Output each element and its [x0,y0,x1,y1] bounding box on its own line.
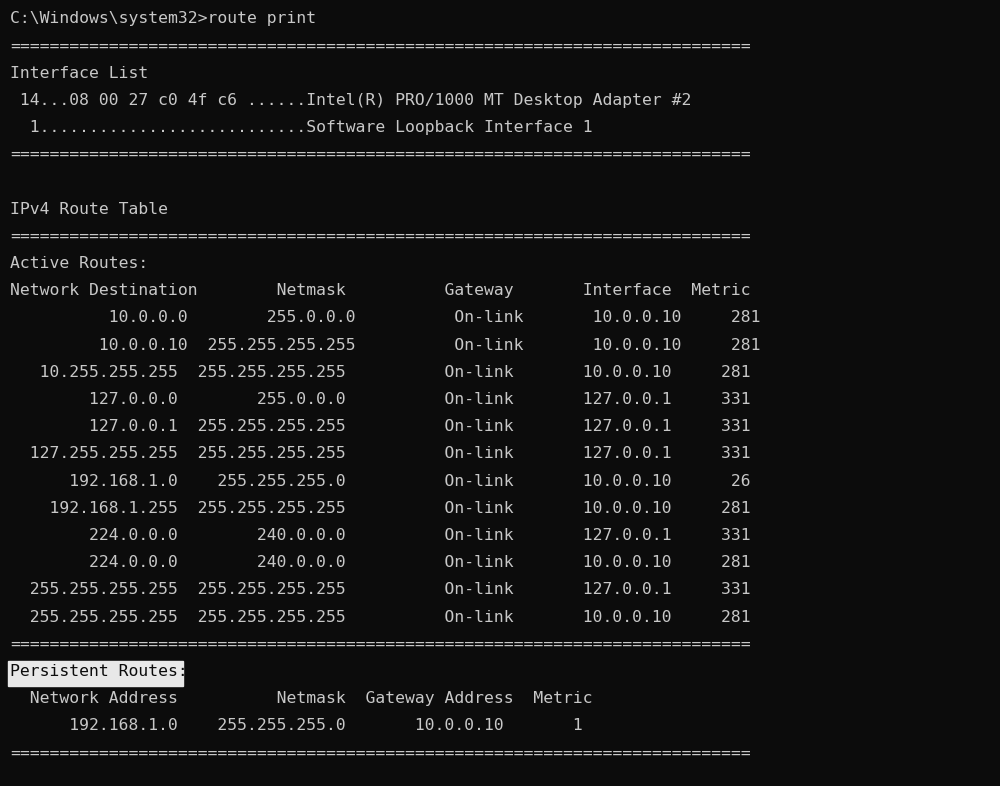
Text: 127.0.0.1  255.255.255.255          On-link       127.0.0.1     331: 127.0.0.1 255.255.255.255 On-link 127.0.… [10,419,751,434]
Text: C:\Windows\system32>route print: C:\Windows\system32>route print [10,11,316,26]
Text: 127.0.0.0        255.0.0.0          On-link       127.0.0.1     331: 127.0.0.0 255.0.0.0 On-link 127.0.0.1 33… [10,392,751,407]
Text: 255.255.255.255  255.255.255.255          On-link       127.0.0.1     331: 255.255.255.255 255.255.255.255 On-link … [10,582,751,597]
Text: 224.0.0.0        240.0.0.0          On-link       10.0.0.10     281: 224.0.0.0 240.0.0.0 On-link 10.0.0.10 28… [10,555,751,571]
Text: 192.168.1.0    255.255.255.0       10.0.0.10       1: 192.168.1.0 255.255.255.0 10.0.0.10 1 [10,718,583,733]
Text: ===========================================================================: ========================================… [10,637,751,652]
Text: Active Routes:: Active Routes: [10,256,148,271]
Text: Network Address          Netmask  Gateway Address  Metric: Network Address Netmask Gateway Address … [10,691,593,707]
Text: 224.0.0.0        240.0.0.0          On-link       127.0.0.1     331: 224.0.0.0 240.0.0.0 On-link 127.0.0.1 33… [10,528,751,543]
FancyBboxPatch shape [8,661,183,686]
Text: ===========================================================================: ========================================… [10,147,751,162]
Text: Persistent Routes:: Persistent Routes: [10,664,188,679]
Text: 10.255.255.255  255.255.255.255          On-link       10.0.0.10     281: 10.255.255.255 255.255.255.255 On-link 1… [10,365,751,380]
Text: 127.255.255.255  255.255.255.255          On-link       127.0.0.1     331: 127.255.255.255 255.255.255.255 On-link … [10,446,751,461]
Text: 255.255.255.255  255.255.255.255          On-link       10.0.0.10     281: 255.255.255.255 255.255.255.255 On-link … [10,610,751,625]
Text: IPv4 Route Table: IPv4 Route Table [10,202,168,217]
Text: Network Destination        Netmask          Gateway       Interface  Metric: Network Destination Netmask Gateway Inte… [10,283,751,298]
Text: 14...08 00 27 c0 4f c6 ......Intel(R) PRO/1000 MT Desktop Adapter #2: 14...08 00 27 c0 4f c6 ......Intel(R) PR… [10,93,691,108]
Text: Interface List: Interface List [10,66,148,81]
Text: ===========================================================================: ========================================… [10,229,751,244]
Text: 192.168.1.255  255.255.255.255          On-link       10.0.0.10     281: 192.168.1.255 255.255.255.255 On-link 10… [10,501,751,516]
Text: ===========================================================================: ========================================… [10,39,751,53]
Text: 10.0.0.0        255.0.0.0          On-link       10.0.0.10     281: 10.0.0.0 255.0.0.0 On-link 10.0.0.10 281 [10,310,761,325]
Text: 1...........................Software Loopback Interface 1: 1...........................Software Loo… [10,120,593,135]
Text: 192.168.1.0    255.255.255.0          On-link       10.0.0.10      26: 192.168.1.0 255.255.255.0 On-link 10.0.0… [10,474,751,489]
Text: ===========================================================================: ========================================… [10,746,751,761]
Text: 10.0.0.10  255.255.255.255          On-link       10.0.0.10     281: 10.0.0.10 255.255.255.255 On-link 10.0.0… [10,338,761,353]
